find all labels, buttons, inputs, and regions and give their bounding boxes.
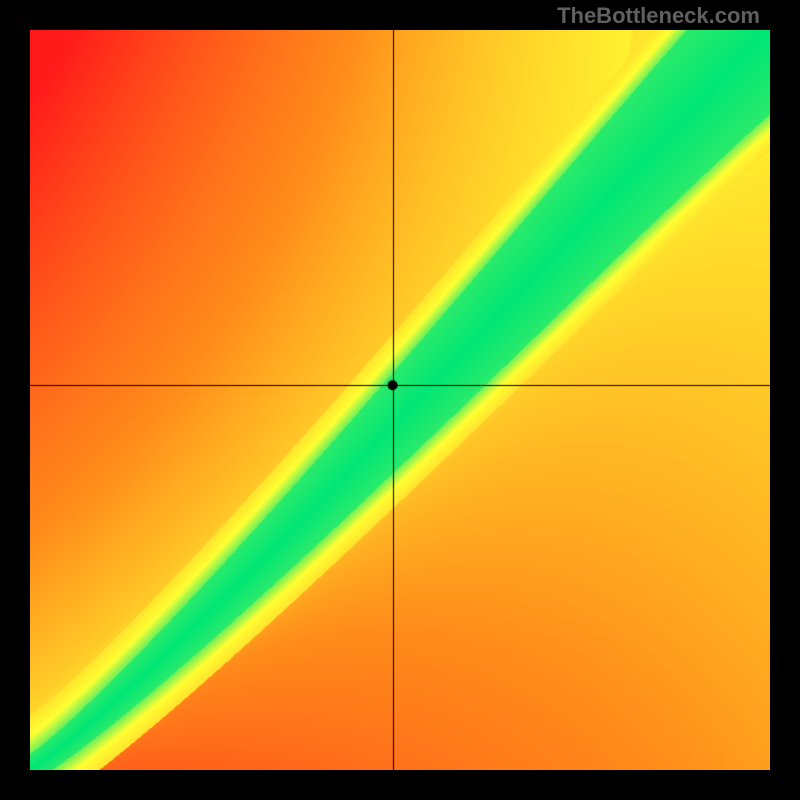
chart-container: TheBottleneck.com	[0, 0, 800, 800]
watermark-text: TheBottleneck.com	[557, 3, 760, 29]
crosshair-overlay	[30, 30, 770, 770]
